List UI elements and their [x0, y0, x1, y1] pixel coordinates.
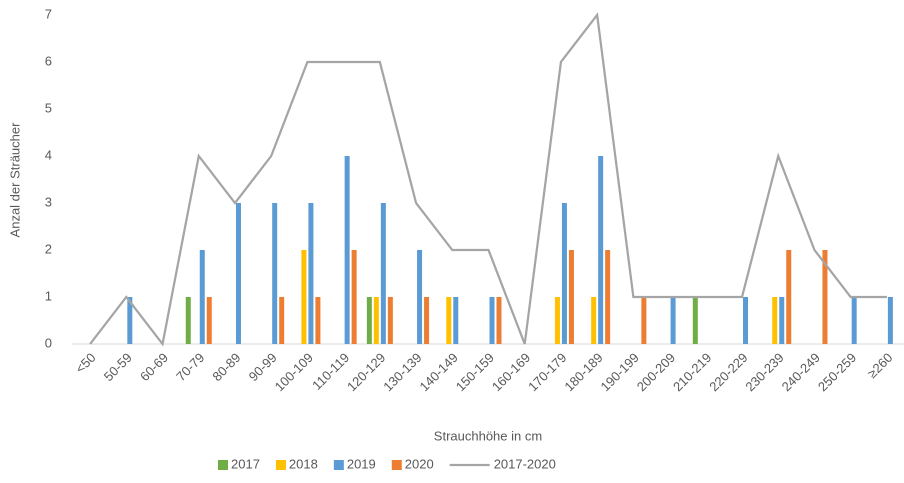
y-tick-label: 4 — [45, 147, 52, 162]
x-tick-label: 150-159 — [453, 350, 497, 394]
bar — [489, 297, 495, 344]
bar — [301, 250, 307, 344]
bar — [424, 297, 430, 344]
legend-swatch — [218, 460, 228, 470]
bar — [641, 297, 647, 344]
x-tick-label: 100-109 — [272, 350, 316, 394]
legend-swatch — [275, 460, 286, 470]
bar — [308, 203, 314, 344]
bar — [453, 297, 459, 344]
x-tick-label: 210-219 — [670, 350, 714, 394]
y-tick-label: 3 — [45, 194, 52, 209]
y-tick-label: 1 — [45, 288, 52, 303]
x-tick-label: 120-129 — [344, 350, 388, 394]
bar — [779, 297, 785, 344]
bar — [199, 250, 205, 344]
line — [89, 12, 887, 347]
bar — [366, 297, 372, 344]
bar — [822, 250, 828, 344]
bar — [772, 297, 778, 344]
x-tick-label: 140-149 — [416, 350, 460, 394]
legend-swatch — [391, 460, 402, 470]
bar — [380, 203, 386, 344]
legend-swatch — [333, 460, 344, 470]
x-tick-label: 160-169 — [489, 350, 533, 394]
x-tick-label: <50 — [72, 350, 98, 376]
legend-label: 2017-2020 — [494, 456, 556, 471]
bar — [568, 250, 574, 344]
x-tick-label: 50-59 — [101, 350, 135, 384]
bar — [315, 297, 321, 344]
y-tick-label: 0 — [45, 335, 52, 350]
x-tick-label: 80-89 — [209, 350, 243, 384]
x-axis-title: Strauchhöhe in cm — [434, 428, 542, 443]
bar — [670, 297, 676, 344]
x-tick-label: 220-229 — [706, 350, 750, 394]
legend-label: 2020 — [405, 456, 434, 471]
x-tick-label: ≥260 — [864, 350, 895, 381]
bar — [591, 297, 597, 344]
y-tick-label: 2 — [45, 241, 52, 256]
bar — [446, 297, 452, 344]
bar — [272, 203, 278, 344]
x-tick-label: 170-179 — [525, 350, 569, 394]
bar — [743, 297, 749, 344]
bar — [387, 297, 393, 344]
bar — [344, 156, 350, 344]
bar — [206, 297, 212, 344]
bar — [692, 297, 698, 344]
bar — [417, 250, 423, 344]
y-tick-label: 6 — [45, 53, 52, 68]
bar — [554, 297, 560, 344]
legend-label: 2018 — [289, 456, 318, 471]
bar — [235, 203, 241, 344]
y-tick-label: 5 — [45, 100, 52, 115]
bar — [373, 297, 379, 344]
bar — [185, 297, 191, 344]
bar — [279, 297, 285, 344]
bar — [496, 297, 502, 344]
bar — [605, 250, 611, 344]
bar — [786, 250, 792, 344]
legend-label: 2017 — [231, 456, 260, 471]
bar — [851, 297, 857, 344]
y-axis-title: Anzal der Sträucher — [7, 122, 22, 238]
bar — [561, 203, 567, 344]
x-tick-label: 200-209 — [634, 350, 678, 394]
x-tick-label: 60-69 — [137, 350, 171, 384]
x-tick-label: 70-79 — [173, 350, 207, 384]
x-tick-label: 230-239 — [742, 350, 786, 394]
bar — [351, 250, 357, 344]
x-tick-label: 240-249 — [779, 350, 823, 394]
x-tick-label: 180-189 — [561, 350, 605, 394]
x-tick-label: 190-199 — [598, 350, 642, 394]
bar — [598, 156, 604, 344]
bar — [887, 297, 893, 344]
x-tick-label: 130-139 — [380, 350, 424, 394]
legend-label: 2019 — [347, 456, 376, 471]
bar — [127, 297, 133, 344]
x-tick-label: 250-259 — [815, 350, 859, 394]
x-tick-label: 90-99 — [246, 350, 280, 384]
y-tick-label: 7 — [45, 6, 52, 21]
